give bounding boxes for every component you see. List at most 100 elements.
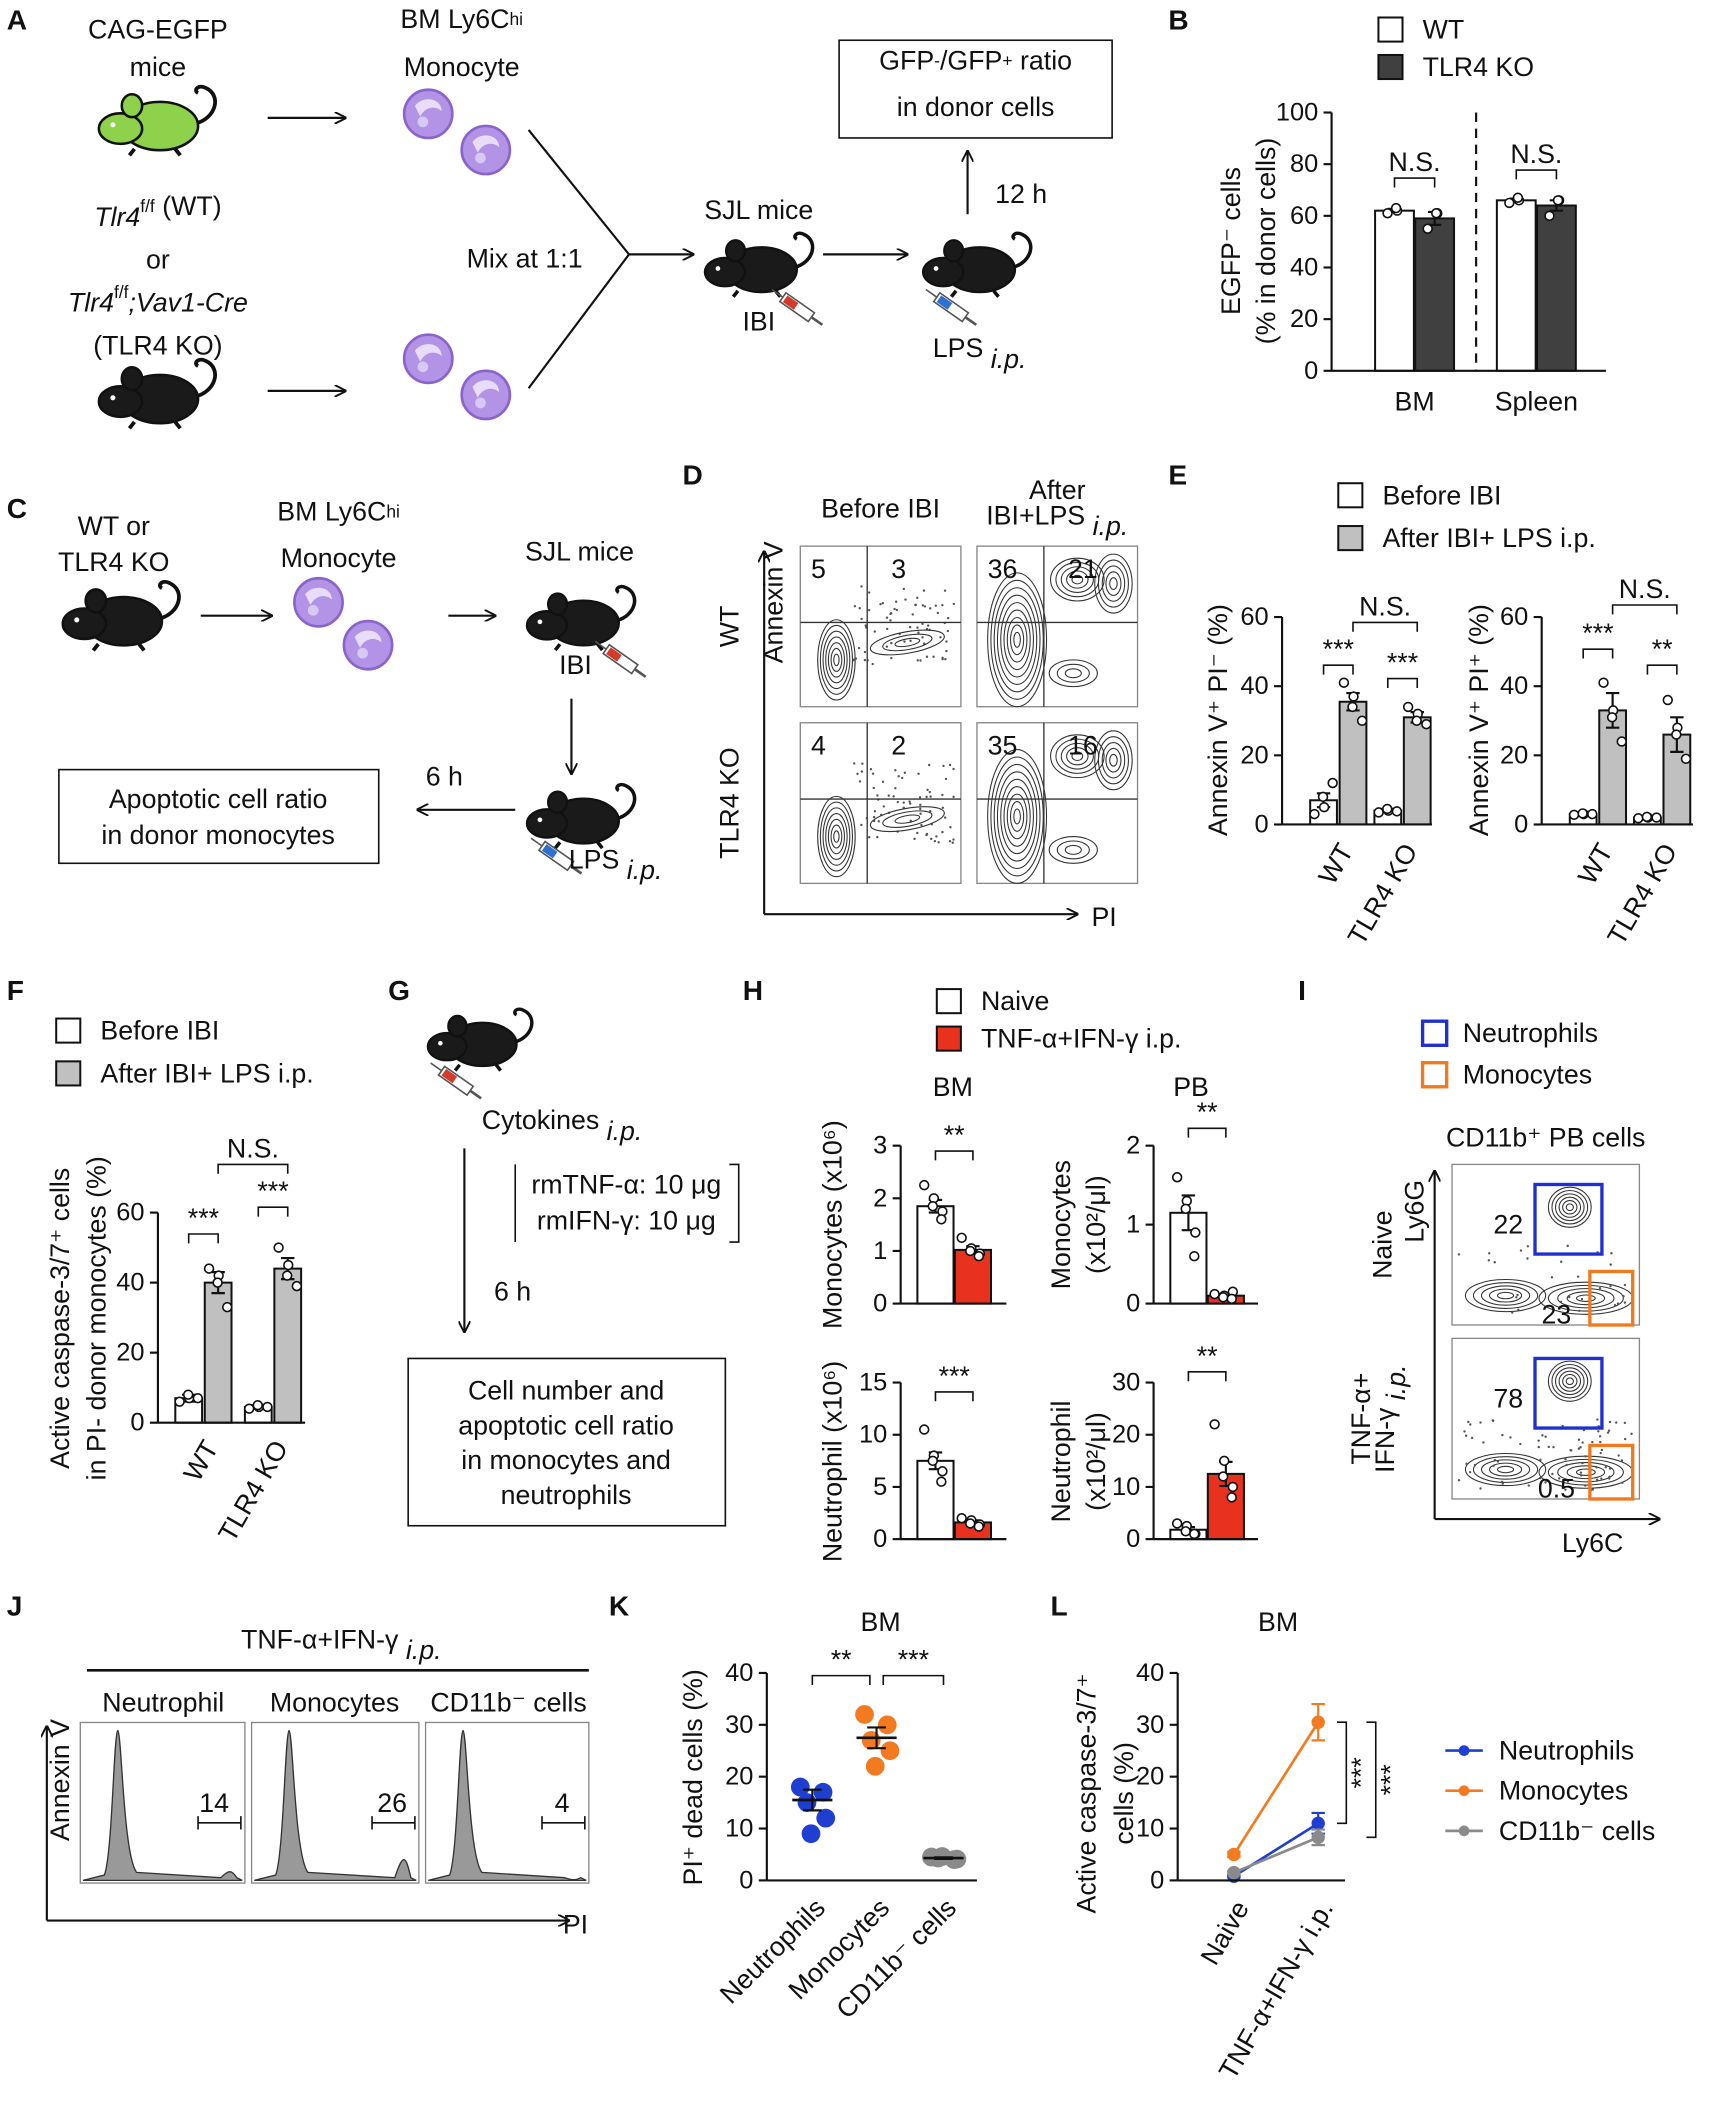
event-dot — [1538, 1476, 1542, 1480]
data-point — [956, 1232, 967, 1244]
significance-label: *** — [1375, 1764, 1405, 1795]
significance-bracket — [1187, 1371, 1227, 1382]
event-dot — [860, 617, 863, 621]
contour — [1000, 778, 1034, 855]
event-dot — [948, 840, 952, 843]
event-dot — [896, 800, 899, 804]
text-part: BM Ly6C — [400, 4, 509, 34]
contour — [1497, 1291, 1515, 1300]
event-dot — [908, 625, 912, 629]
data-point — [927, 1200, 939, 1212]
data-point — [1391, 806, 1403, 817]
event-dot — [1491, 1419, 1494, 1422]
column-label: CD11b⁻ cells — [430, 1687, 586, 1717]
event-dot — [894, 786, 897, 790]
significance-bracket — [1393, 177, 1436, 188]
data-point — [865, 1756, 885, 1776]
data-point — [1338, 677, 1350, 688]
label: IBI — [559, 650, 592, 680]
data-point — [918, 1424, 930, 1435]
event-dot — [1615, 1421, 1618, 1424]
histogram — [254, 1729, 417, 1882]
contour — [1064, 668, 1082, 679]
y-tick-label: 1 — [873, 1237, 887, 1265]
y-tick-label: 5 — [873, 1473, 887, 1501]
contour — [1575, 1468, 1596, 1476]
event-dot — [881, 780, 885, 784]
panel-letter: F — [7, 975, 24, 1006]
event-dot — [1482, 1441, 1485, 1444]
contour — [830, 647, 843, 672]
y-axis-label: Neutrophil (x10⁶) — [817, 1361, 847, 1562]
contour — [819, 624, 854, 695]
event-dot — [1620, 1459, 1624, 1462]
data-point — [1347, 701, 1358, 713]
significance-bracket — [934, 1391, 974, 1402]
row-label: IFN-γ i.p. — [1370, 1364, 1411, 1472]
event-dot — [903, 771, 907, 774]
contour — [1109, 753, 1118, 767]
legend-swatch — [55, 1060, 82, 1087]
axis-label: Ly6G — [1400, 1180, 1430, 1243]
gate-bar — [541, 1816, 586, 1830]
event-dot — [944, 658, 947, 661]
event-dot — [867, 608, 871, 612]
column-label: Monocytes — [270, 1687, 399, 1717]
data-point — [880, 1741, 900, 1761]
contour — [1060, 566, 1094, 593]
syringe-barrel — [602, 643, 639, 675]
event-dot — [867, 836, 871, 839]
syringe-plunger — [469, 1089, 482, 1100]
data-point — [1209, 1419, 1220, 1430]
event-dot — [925, 832, 929, 836]
event-dot — [934, 604, 938, 607]
bar — [1495, 199, 1537, 372]
text-part: GFP — [879, 45, 934, 75]
y-axis-label: cells (%) — [1109, 1742, 1139, 1845]
gate-percent: 14 — [199, 1788, 229, 1818]
event-dot — [939, 636, 942, 639]
data-point — [816, 1808, 836, 1828]
label: rmIFN-γ: 10 μg — [537, 1206, 716, 1236]
bar — [953, 1248, 993, 1305]
quadrant-percent: 21 — [1068, 554, 1098, 584]
mouse-icon — [60, 579, 181, 652]
text-part: - — [934, 50, 940, 70]
significance-label: ** — [944, 1120, 965, 1150]
text-part: hi — [509, 9, 523, 29]
data-point — [1226, 1492, 1237, 1503]
data-point — [1217, 1471, 1229, 1482]
event-dot — [1600, 1448, 1604, 1452]
monocyte-icon — [460, 124, 512, 176]
syringe — [771, 288, 824, 326]
significance-label: *** — [188, 1203, 219, 1233]
data-point — [1641, 811, 1653, 823]
event-dot — [1564, 1488, 1567, 1491]
contour — [1050, 734, 1105, 779]
data-point — [877, 1715, 897, 1735]
event-dot — [1599, 1440, 1602, 1444]
y-axis-label: Annexin V⁺ PI⁻ (%) — [1203, 604, 1233, 836]
significance-label: ** — [831, 1645, 852, 1675]
y-tick-label: 30 — [725, 1711, 753, 1739]
event-dot — [1501, 1482, 1504, 1485]
label: BM Ly6Chi — [400, 4, 523, 34]
event-dot — [1541, 1434, 1544, 1437]
significance-bracket — [1366, 1721, 1377, 1839]
gate-bar — [197, 1816, 242, 1830]
event-dot — [1608, 1477, 1611, 1480]
event-dot — [1493, 1458, 1497, 1462]
label: TLR4 KO — [58, 547, 170, 577]
event-dot — [1610, 1252, 1613, 1255]
event-dot — [952, 602, 956, 606]
label: in donor monocytes — [101, 820, 334, 850]
event-dot — [1501, 1433, 1504, 1437]
event-dot — [1613, 1304, 1617, 1307]
legend-label: After IBI+ LPS i.p. — [1382, 523, 1595, 553]
event-dot — [885, 645, 889, 648]
significance-label: *** — [1323, 634, 1354, 664]
contour — [1566, 1465, 1606, 1480]
error-bar — [867, 1726, 886, 1750]
data-point — [956, 1513, 967, 1524]
event-dot — [864, 624, 867, 627]
